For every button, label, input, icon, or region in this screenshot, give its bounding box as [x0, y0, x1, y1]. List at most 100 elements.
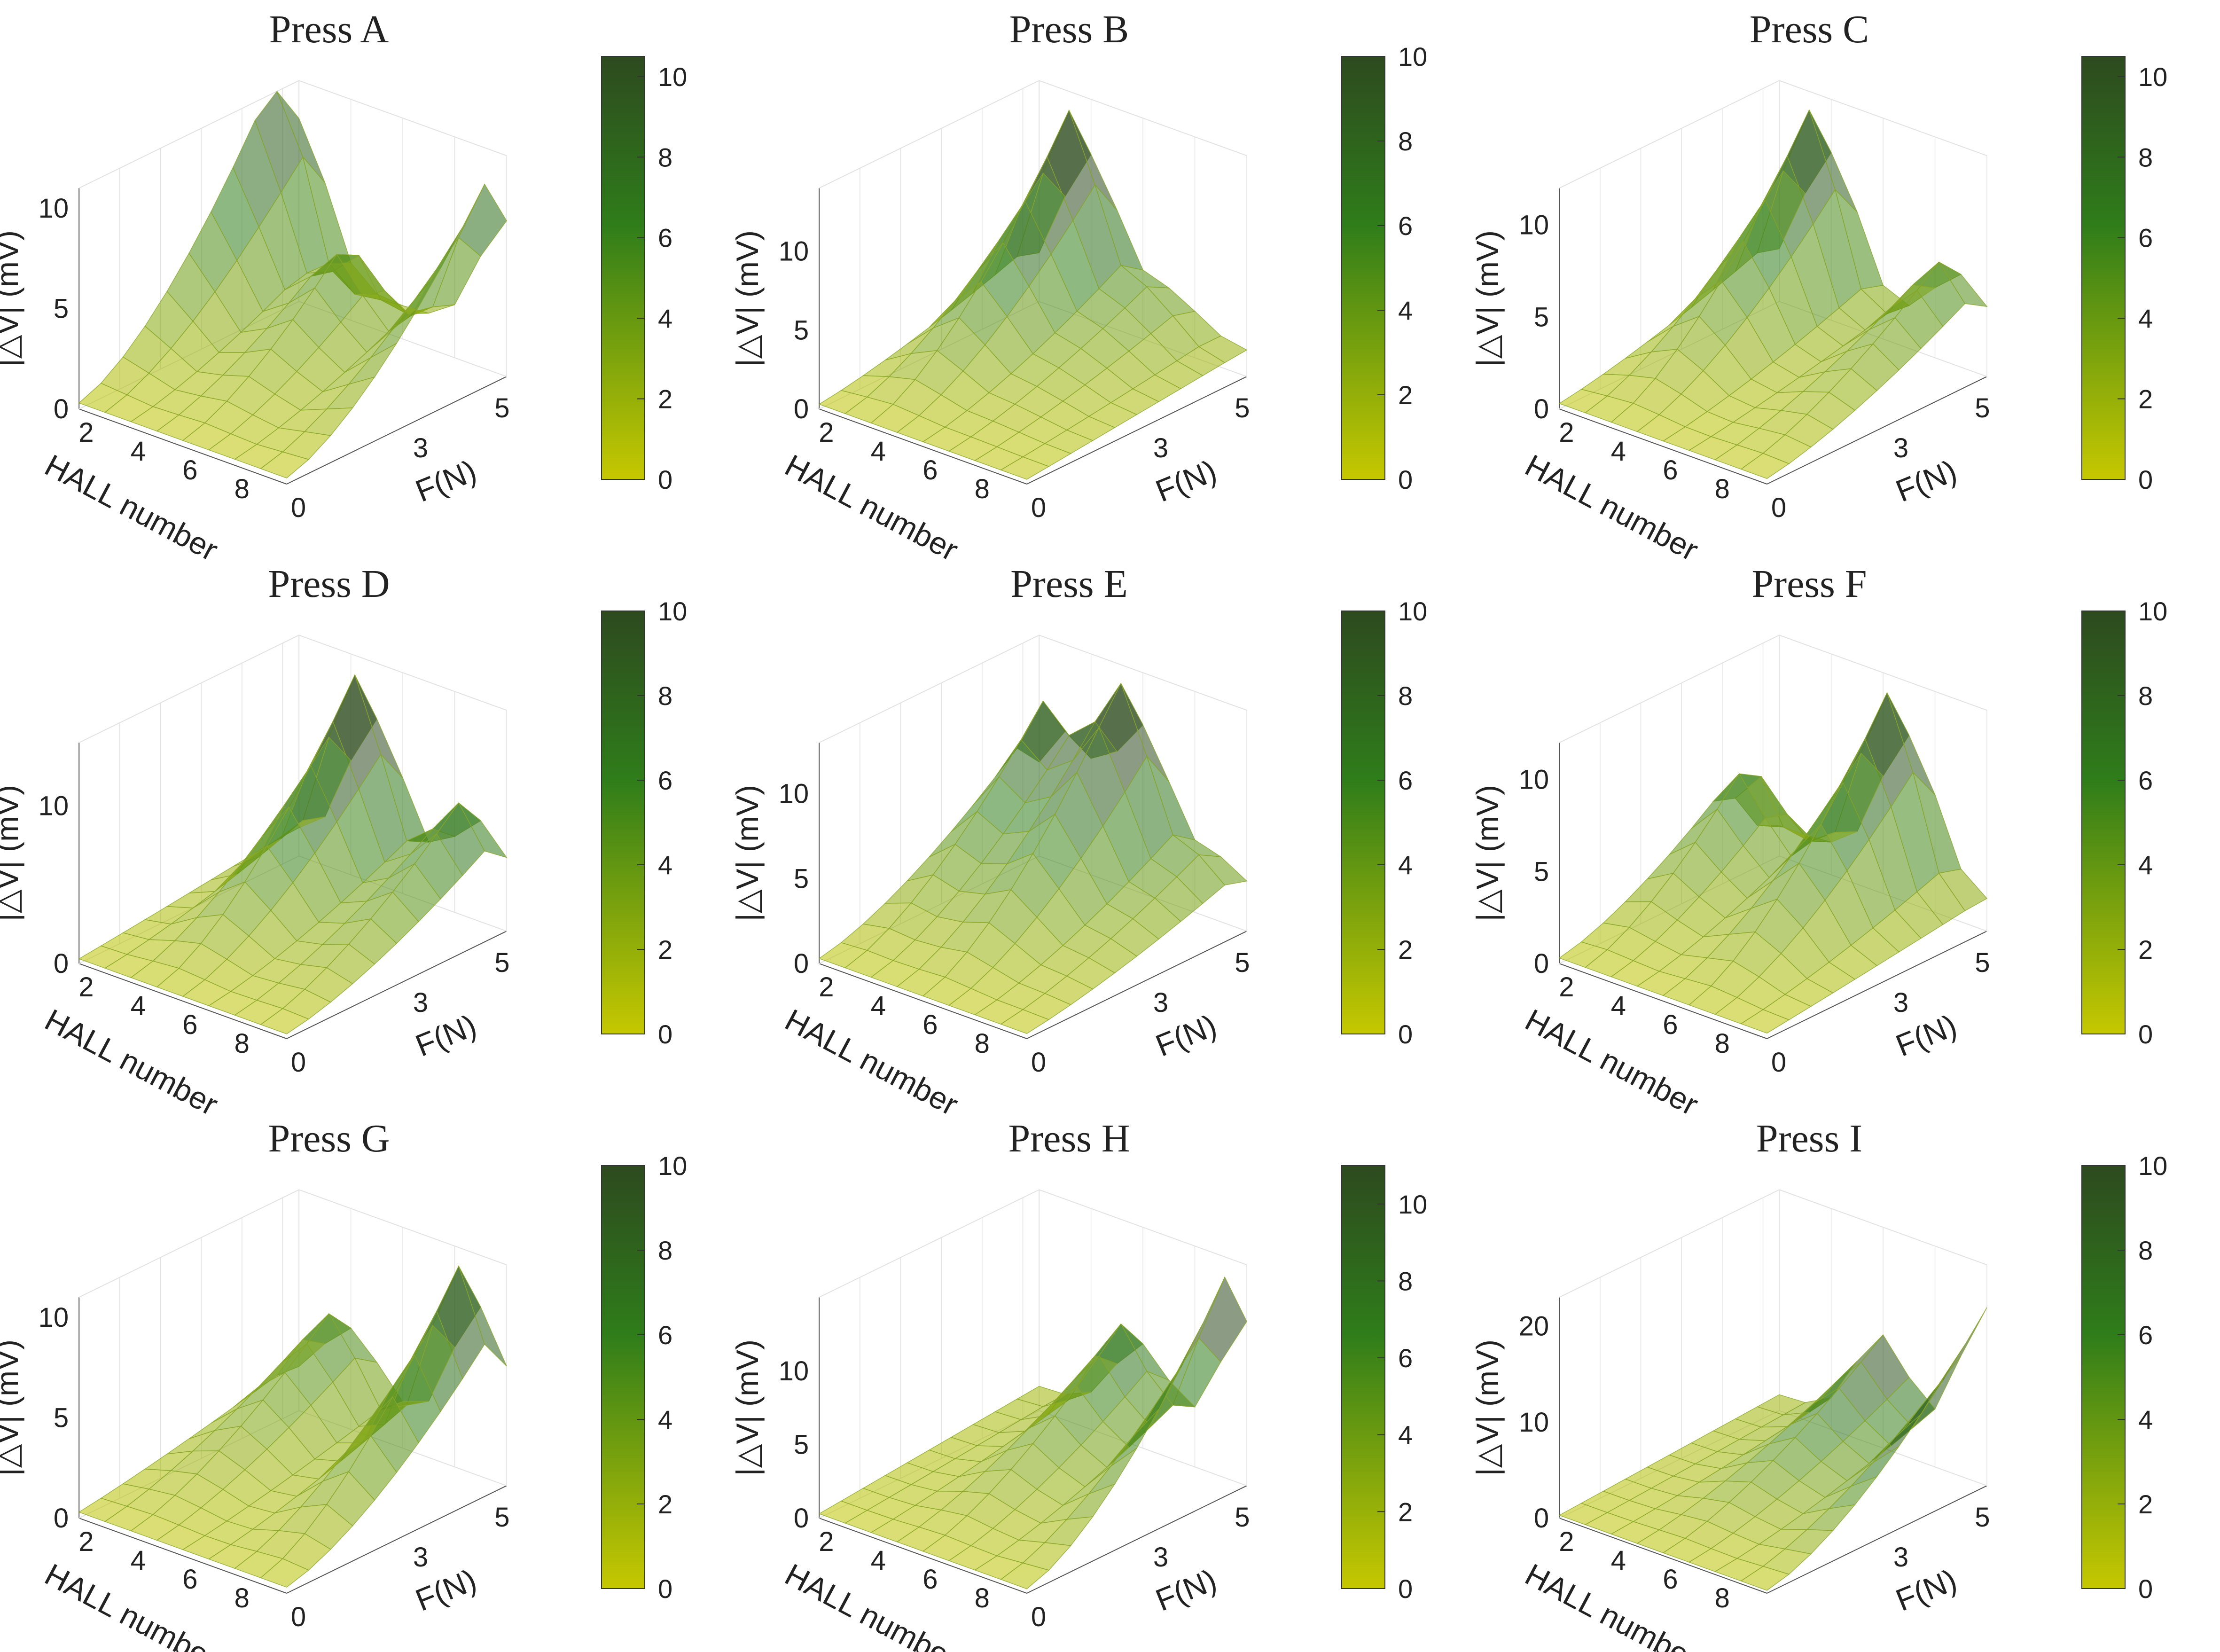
colorbar: 0 2 4 6 8 10 — [601, 1151, 687, 1604]
force-axis-line — [1767, 1485, 1987, 1594]
hall-tick-label: 8 — [1715, 1028, 1730, 1059]
zlabel: |△V| (mV) — [0, 230, 24, 367]
force-tick-label: 0 — [291, 1602, 306, 1632]
z-tick-label: 10 — [779, 779, 809, 809]
hall-axis-line — [819, 1518, 1027, 1594]
panel-title: Press I — [1756, 1117, 1862, 1160]
zlabel: |△V| (mV) — [1470, 785, 1505, 921]
colorbar: 0 2 4 6 8 10 — [2081, 596, 2167, 1049]
force-tick-label: 5 — [1235, 947, 1250, 978]
colorbar-tick-label: 10 — [1398, 42, 1427, 71]
z-tick-label: 0 — [794, 948, 809, 979]
hall-tick-label: 8 — [975, 1583, 990, 1613]
force-tick-label: 3 — [413, 987, 428, 1018]
colorbar-tick-label: 2 — [2138, 935, 2153, 964]
z-tick-label: 10 — [1519, 1407, 1549, 1438]
force-tick-label: 0 — [1031, 1047, 1046, 1078]
z-tick-label: 10 — [39, 791, 69, 821]
surface-patch — [260, 1558, 310, 1588]
colorbar: 0 2 4 6 8 10 — [1341, 596, 1427, 1049]
back-wall-top — [1559, 80, 1987, 189]
hall-axis-line — [819, 963, 1027, 1039]
colorbar-gradient — [1341, 56, 1385, 480]
hall-tick-label: 6 — [922, 1010, 938, 1040]
force-tick-label: 3 — [1153, 987, 1168, 1018]
colorbar-tick-label: 0 — [1398, 1574, 1413, 1604]
colorbar: 0 2 4 6 8 10 — [2081, 1151, 2167, 1604]
hall-tick-label: 2 — [819, 972, 834, 1002]
colorbar-tick-label: 6 — [2138, 223, 2153, 253]
hall-tick-label: 8 — [1715, 474, 1730, 504]
panel-title: Press D — [268, 562, 390, 606]
colorbar-tick-label: 8 — [1398, 126, 1413, 156]
hall-axis-line — [819, 408, 1027, 485]
colorbar-tick-label: 10 — [658, 62, 687, 92]
hall-tick-label: 2 — [78, 972, 94, 1002]
z-tick-label: 5 — [794, 1430, 809, 1460]
surface — [78, 90, 507, 479]
surface-patch — [406, 304, 455, 314]
hall-tick-label: 6 — [922, 1564, 938, 1595]
colorbar-tick-label: 0 — [2138, 1574, 2153, 1604]
colorbar-tick-label: 2 — [1398, 1497, 1413, 1527]
zlabel: |△V| (mV) — [1470, 230, 1505, 367]
tick-labels: 2 4 6 8 0 3 5 0 5 10 — [39, 193, 510, 523]
colorbar-tick-label: 2 — [658, 384, 672, 414]
hall-tick-label: 6 — [182, 1564, 197, 1595]
colorbar-tick-label: 2 — [1398, 935, 1413, 964]
colorbar-tick-label: 6 — [658, 1320, 672, 1350]
force-tick-label: 3 — [1893, 987, 1908, 1018]
surface-patch — [1000, 456, 1050, 480]
colorbar-tick-label: 8 — [1398, 1266, 1413, 1296]
hall-tick-label: 6 — [1663, 1564, 1678, 1595]
surface — [78, 1265, 507, 1588]
hall-tick-label: 2 — [1559, 1527, 1574, 1557]
zlabel: |△V| (mV) — [0, 1339, 24, 1476]
colorbar-tick-label: 10 — [658, 1151, 687, 1181]
hall-tick-label: 6 — [922, 455, 938, 485]
surface — [1558, 1307, 1987, 1591]
back-wall-top — [819, 80, 1247, 189]
force-tick-label: 0 — [1771, 493, 1786, 523]
surface — [78, 674, 508, 1034]
colorbar-tick-label: 0 — [1398, 465, 1413, 494]
z-tick-label: 5 — [54, 294, 69, 324]
hall-tick-label: 6 — [182, 455, 197, 485]
z-tick-label: 10 — [779, 236, 809, 266]
force-axis-line — [1026, 931, 1247, 1039]
colorbar-gradient — [2081, 611, 2126, 1034]
z-tick-label: 5 — [794, 863, 809, 894]
colorbar-tick-label: 0 — [658, 1574, 672, 1604]
back-wall-top — [1559, 634, 1987, 744]
colorbar-tick-label: 8 — [658, 681, 672, 711]
colorbar-tick-label: 2 — [658, 1489, 672, 1519]
hall-axis-line — [1559, 963, 1767, 1039]
force-tick-label: 5 — [1975, 947, 1990, 978]
panel-title: Press C — [1750, 8, 1869, 51]
hall-tick-label: 2 — [819, 1527, 834, 1557]
force-tick-label: 0 — [1771, 1047, 1786, 1078]
panel-title: Press G — [268, 1117, 390, 1160]
hall-tick-label: 4 — [1611, 991, 1626, 1021]
hall-tick-label: 8 — [235, 474, 250, 504]
back-wall-top — [1559, 1189, 1987, 1298]
colorbar: 0 2 4 6 8 10 — [601, 56, 687, 494]
hall-tick-label: 6 — [1663, 455, 1678, 485]
hall-tick-label: 2 — [78, 1527, 94, 1557]
z-tick-label: 0 — [54, 394, 69, 424]
tick-labels: 2 4 6 8 0 3 5 0 10 — [39, 791, 510, 1078]
z-tick-label: 5 — [1534, 856, 1549, 887]
colorbar-tick-label: 10 — [2138, 62, 2167, 92]
hall-tick-label: 4 — [131, 991, 146, 1021]
colorbar-tick-label: 6 — [2138, 766, 2153, 795]
z-tick-label: 10 — [39, 193, 69, 224]
colorbar-tick-label: 4 — [1398, 296, 1413, 325]
colorbar-tick-label: 8 — [2138, 142, 2153, 172]
hall-tick-label: 4 — [871, 991, 886, 1021]
hall-axis-line — [1559, 1518, 1767, 1594]
force-axis-line — [286, 931, 507, 1039]
axes-box — [819, 1189, 1247, 1594]
